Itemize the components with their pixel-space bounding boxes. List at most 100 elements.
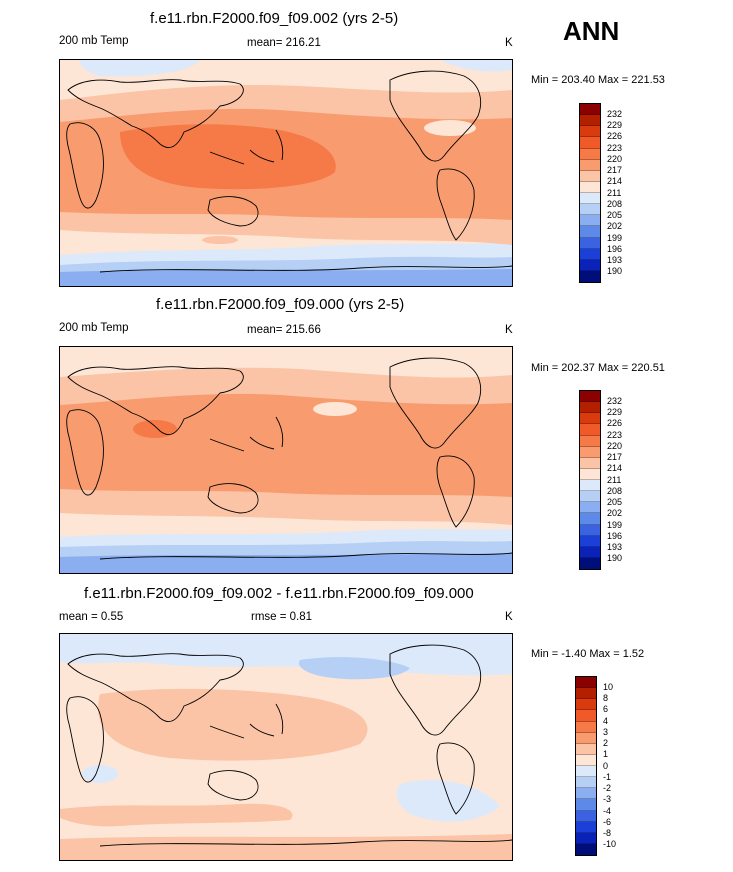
colorbar-tick-label: 190 [607,266,623,277]
map-contour [98,688,368,761]
panel-3-colorbar-labels: 10 8 6 4 3 2 1 0 -1 -2 -3 -4 -6 -8 -10 [603,676,643,856]
panel-2-field-label: 200 mb Temp [59,322,129,334]
colorbar-tick-label: 4 [603,715,609,726]
colorbar-swatch [576,821,596,833]
colorbar-tick-label: 208 [607,485,623,496]
colorbar-swatch [576,832,596,844]
panel-1-colorbar-labels: 232 229 226 223 220 217 214 211 208 205 202 199 196 1… [607,103,647,283]
colorbar-swatch [580,137,600,149]
colorbar-swatch [580,193,600,205]
colorbar-swatch [580,115,600,127]
map-contour [440,60,512,72]
colorbar-swatch [580,513,600,525]
colorbar-tick-label: 232 [607,395,623,406]
colorbar-tick-label: 226 [607,418,623,429]
panel-1-colorbar [579,103,601,283]
panel-1-map [59,59,513,287]
panel-3-map [59,633,513,861]
panel-3-colorbar [575,676,597,856]
panel-1-title: f.e11.rbn.F2000.f09_f09.002 (yrs 2-5) [150,10,399,27]
colorbar-swatch [580,237,600,249]
panel-3-minmax: Min = -1.40 Max = 1.52 [531,648,645,660]
colorbar-tick-label: 220 [607,440,623,451]
colorbar-tick-label: 193 [607,255,623,265]
colorbar-tick-label: 0 [603,760,609,771]
colorbar-tick-label: -4 [603,805,612,816]
colorbar-tick-label: 2 [603,738,609,748]
colorbar-tick-label: 1 [603,749,609,760]
colorbar-swatch [580,104,600,116]
colorbar-swatch [576,699,596,711]
colorbar-swatch [580,446,600,458]
map-contour [80,60,200,77]
colorbar-tick-label: 190 [607,553,623,564]
colorbar-swatch [580,159,600,171]
colorbar-swatch [580,204,600,216]
colorbar-swatch [580,524,600,536]
colorbar-tick-label: 199 [607,232,623,243]
colorbar-tick-label: -8 [603,828,612,838]
colorbar-swatch [580,557,600,569]
colorbar-swatch [580,546,600,558]
colorbar-swatch [580,468,600,480]
colorbar-tick-label: -3 [603,794,612,805]
colorbar-swatch [580,480,600,492]
colorbar-swatch [576,766,596,778]
map-contour [120,124,336,190]
colorbar-tick-label: 205 [607,210,623,220]
colorbar-swatch [576,810,596,822]
panel-2-minmax: Min = 202.37 Max = 220.51 [531,362,665,374]
panel-3-rmse: rmse = 0.81 [251,611,313,623]
colorbar-swatch [580,259,600,271]
colorbar-tick-label: 202 [607,221,623,232]
panel-1-units: K [505,37,513,49]
map-contour [60,553,512,573]
colorbar-swatch [576,777,596,789]
season-label: ANN [563,16,620,46]
colorbar-swatch [580,491,600,503]
colorbar-swatch [580,248,600,260]
colorbar-tick-label: -2 [603,783,612,793]
colorbar-tick-label: 202 [607,508,623,519]
colorbar-tick-label: 223 [607,142,623,153]
colorbar-tick-label: -10 [603,839,617,850]
colorbar-tick-label: 8 [603,693,609,703]
panel-2-colorbar-labels: 232 229 226 223 220 217 214 211 208 205 202 199 196 1… [607,390,647,570]
colorbar-swatch [580,402,600,414]
map-contour [60,834,512,860]
colorbar-tick-label: 220 [607,153,623,164]
colorbar-tick-label: 229 [607,407,623,417]
colorbar-swatch [580,435,600,447]
panel-3-title: f.e11.rbn.F2000.f09_f09.002 - f.e11.rbn.… [84,585,474,602]
map-contour [60,269,512,286]
colorbar-swatch [576,710,596,722]
colorbar-tick-label: -6 [603,816,612,827]
colorbar-tick-label: 217 [607,452,623,462]
colorbar-swatch [580,170,600,182]
colorbar-swatch [580,126,600,138]
panel-2-mean: mean= 215.66 [247,324,321,336]
map-contour [396,780,500,822]
colorbar-swatch [580,148,600,160]
colorbar-tick-label: 6 [603,704,609,715]
colorbar-swatch [576,788,596,800]
colorbar-tick-label: 196 [607,530,623,541]
colorbar-tick-label: 217 [607,165,623,175]
panel-2-colorbar [579,390,601,570]
colorbar-swatch [576,721,596,733]
colorbar-tick-label: 10 [603,681,614,692]
colorbar-tick-label: 226 [607,131,623,142]
panel-2-map [59,346,513,574]
panel-2-title: f.e11.rbn.F2000.f09_f09.000 (yrs 2-5) [156,296,405,313]
panel-3-units: K [505,611,513,623]
colorbar-swatch [580,215,600,227]
colorbar-tick-label: 208 [607,198,623,209]
colorbar-swatch [580,535,600,547]
colorbar-swatch [580,181,600,193]
colorbar-swatch [576,754,596,766]
colorbar-tick-label: 214 [607,176,623,187]
colorbar-tick-label: 229 [607,120,623,130]
colorbar-swatch [580,457,600,469]
map-contour [298,657,410,680]
colorbar-swatch [580,413,600,425]
